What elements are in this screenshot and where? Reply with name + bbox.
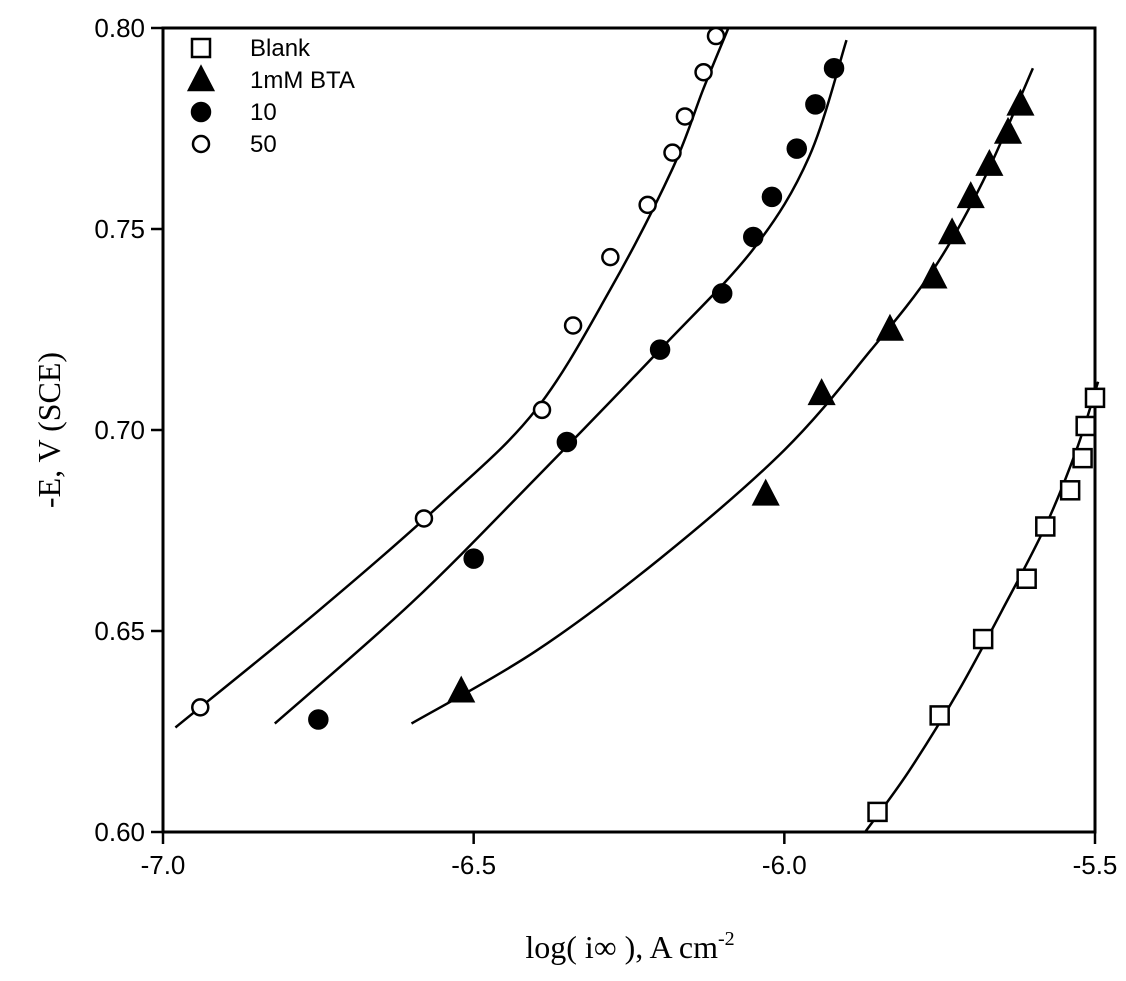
legend-item-10: 10 bbox=[190, 99, 277, 126]
data-point bbox=[1072, 447, 1093, 469]
data-point bbox=[556, 431, 578, 453]
data-point bbox=[823, 57, 845, 79]
y-tick-label: 0.70 bbox=[94, 415, 145, 445]
data-point bbox=[447, 675, 476, 703]
legend-label: 50 bbox=[250, 131, 277, 158]
data-point bbox=[751, 478, 780, 506]
plot-frame bbox=[161, 26, 1097, 834]
data-point bbox=[694, 62, 713, 82]
legend-label: Blank bbox=[250, 35, 311, 62]
data-point bbox=[975, 148, 1004, 176]
data-point bbox=[532, 400, 552, 420]
data-point bbox=[414, 509, 434, 528]
data-point bbox=[1059, 480, 1081, 501]
legend-item-1mm-bta: 1mM BTA bbox=[186, 64, 355, 94]
fit-curve-blank bbox=[864, 381, 1100, 833]
data-point bbox=[919, 261, 948, 289]
data-point bbox=[675, 107, 695, 126]
data-point bbox=[929, 705, 950, 726]
y-tick-label: 0.75 bbox=[94, 214, 145, 244]
series-blank bbox=[867, 387, 1106, 823]
legend-marker bbox=[190, 37, 212, 59]
data-point bbox=[638, 195, 657, 215]
data-point bbox=[761, 186, 783, 208]
series-1mm-bta bbox=[447, 88, 1035, 703]
y-axis-ticks: 0.60 0.65 0.70 0.75 0.80 bbox=[94, 13, 163, 847]
data-point bbox=[601, 247, 620, 267]
fit-curve-10 bbox=[273, 39, 848, 725]
data-point bbox=[1006, 88, 1035, 116]
x-tick-label: -5.5 bbox=[1073, 850, 1118, 880]
data-point bbox=[867, 801, 888, 823]
series-10 bbox=[308, 57, 845, 730]
legend-marker bbox=[191, 134, 211, 154]
data-point bbox=[663, 143, 682, 162]
legend-marker bbox=[190, 101, 212, 123]
data-point bbox=[875, 313, 905, 341]
data-point bbox=[649, 339, 671, 360]
data-point bbox=[786, 138, 808, 159]
x-axis-title-superscript: -2 bbox=[718, 928, 735, 950]
data-point bbox=[972, 628, 994, 650]
data-point bbox=[1016, 568, 1037, 589]
series-50 bbox=[191, 26, 726, 717]
x-axis-title: log( i∞ ), A cm-2 bbox=[525, 928, 734, 965]
data-point bbox=[1084, 387, 1106, 409]
data-point bbox=[308, 709, 329, 730]
data-point bbox=[1075, 415, 1096, 437]
data-point bbox=[563, 316, 583, 335]
legend-item-50: 50 bbox=[191, 131, 277, 158]
data-point bbox=[993, 116, 1023, 144]
x-tick-label: -6.5 bbox=[451, 850, 496, 880]
data-point bbox=[938, 217, 967, 245]
data-markers bbox=[191, 26, 1106, 823]
data-point bbox=[711, 283, 733, 304]
y-tick-label: 0.65 bbox=[94, 616, 145, 646]
x-axis-ticks: -7.0 -6.5 -6.0 -5.5 bbox=[141, 832, 1118, 880]
x-axis-title-main: log( i∞ ), A cm bbox=[525, 929, 718, 965]
fit-curve-1mm-bta bbox=[410, 67, 1035, 725]
legend-label: 1mM BTA bbox=[250, 67, 355, 94]
data-point bbox=[1035, 516, 1056, 537]
data-point bbox=[191, 698, 210, 717]
data-point bbox=[807, 378, 836, 406]
x-tick-label: -6.0 bbox=[762, 850, 807, 880]
legend-item-blank: Blank bbox=[190, 35, 311, 62]
data-point bbox=[463, 548, 484, 569]
data-point bbox=[743, 226, 764, 248]
data-point bbox=[706, 26, 726, 46]
y-tick-label: 0.80 bbox=[94, 13, 145, 43]
legend-marker bbox=[186, 64, 216, 92]
legend: Blank 1mM BTA 10 50 bbox=[186, 35, 355, 158]
data-point bbox=[956, 181, 985, 209]
legend-label: 10 bbox=[250, 99, 277, 126]
x-tick-label: -7.0 bbox=[141, 850, 186, 880]
data-point bbox=[805, 94, 826, 115]
y-axis-title: -E, V (SCE) bbox=[31, 352, 67, 508]
y-tick-label: 0.60 bbox=[94, 817, 145, 847]
